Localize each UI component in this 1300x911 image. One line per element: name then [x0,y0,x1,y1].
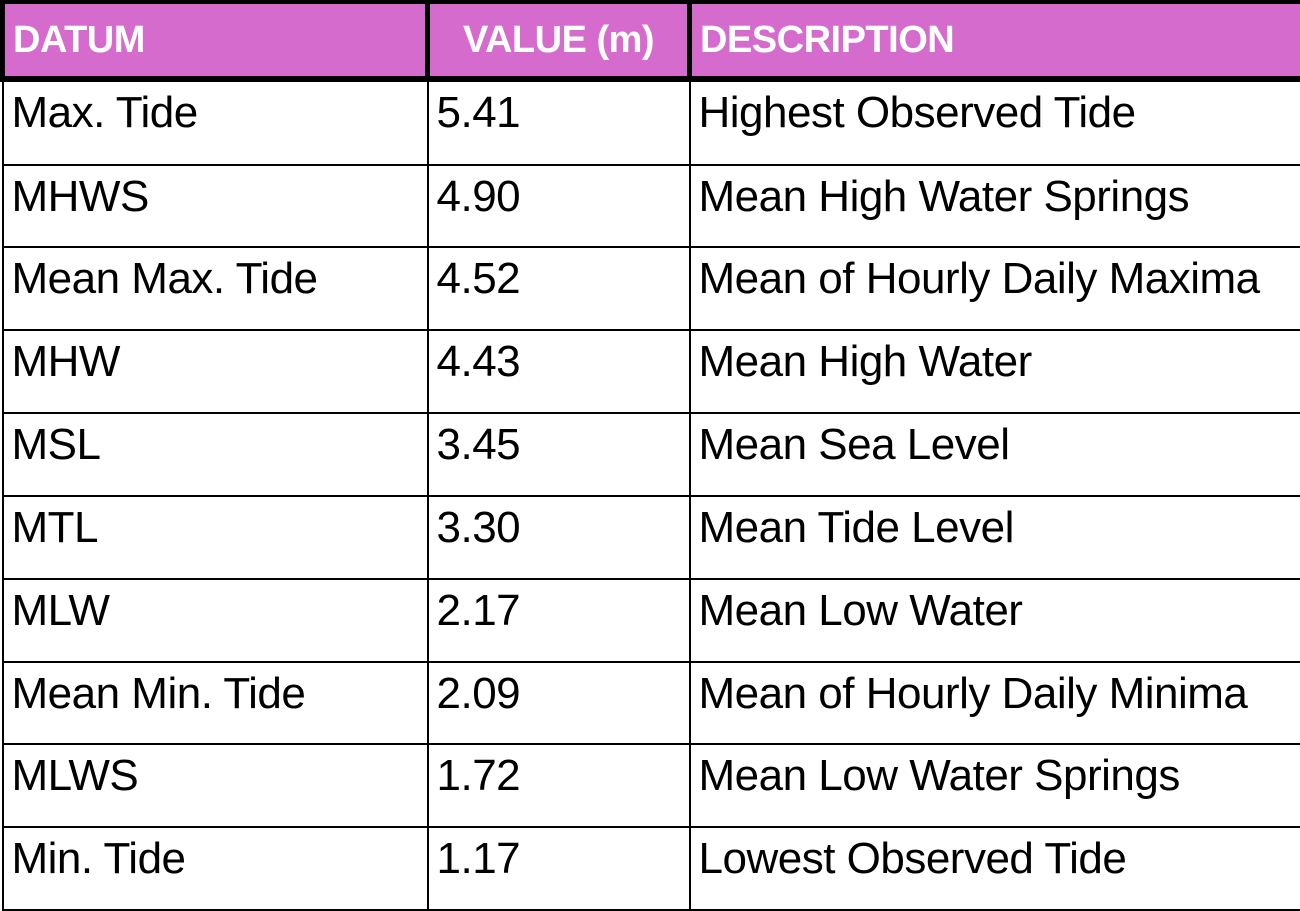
table-row: MLWS 1.72 Mean Low Water Springs [1,743,1300,829]
value-cell: 4.43 [426,329,691,415]
table-row: Max. Tide 5.41 Highest Observed Tide [1,78,1300,166]
value-cell: 1.17 [426,826,691,911]
datum-cell: MLW [1,577,429,663]
datum-cell: Min. Tide [1,826,429,911]
description-cell: Mean of Hourly Daily Minima [688,660,1300,746]
description-cell: Mean High Water Springs [688,163,1300,249]
datum-cell: MLWS [1,743,429,829]
datum-cell: Mean Max. Tide [1,246,429,332]
value-cell: 1.72 [426,743,691,829]
description-cell: Mean High Water [688,329,1300,415]
description-cell: Mean Sea Level [688,412,1300,497]
table-row: MTL 3.30 Mean Tide Level [1,494,1300,580]
table-header: DATUM VALUE (m) DESCRIPTION [0,0,1300,82]
table-row: Mean Max. Tide 4.52 Mean of Hourly Daily… [1,246,1300,332]
description-cell: Highest Observed Tide [688,78,1300,166]
datum-cell: MHWS [1,163,429,249]
datum-cell: MTL [1,494,429,580]
table-row: MSL 3.45 Mean Sea Level [1,412,1300,497]
datum-cell: Mean Min. Tide [1,660,429,746]
value-cell: 2.09 [426,660,691,746]
table-row: MLW 2.17 Mean Low Water [1,577,1300,663]
description-cell: Mean Low Water [688,577,1300,663]
description-cell: Mean Tide Level [688,494,1300,580]
value-cell: 4.52 [426,246,691,332]
description-cell: Mean of Hourly Daily Maxima [688,246,1300,332]
column-header-value: VALUE (m) [425,0,692,82]
column-header-datum: DATUM [0,0,430,82]
table-row: MHWS 4.90 Mean High Water Springs [1,163,1300,249]
table-body: Max. Tide 5.41 Highest Observed Tide MHW… [1,78,1300,911]
value-cell: 2.17 [426,577,691,663]
description-cell: Mean Low Water Springs [688,743,1300,829]
column-header-description: DESCRIPTION [687,0,1300,82]
table-row: Min. Tide 1.17 Lowest Observed Tide [1,826,1300,911]
value-cell: 3.45 [426,412,691,497]
header-row: DATUM VALUE (m) DESCRIPTION [0,0,1300,82]
table-row: MHW 4.43 Mean High Water [1,329,1300,415]
table-row: Mean Min. Tide 2.09 Mean of Hourly Daily… [1,660,1300,746]
value-cell: 4.90 [426,163,691,249]
datum-cell: MSL [1,412,429,497]
datum-cell: Max. Tide [1,78,429,166]
datum-cell: MHW [1,329,429,415]
description-cell: Lowest Observed Tide [688,826,1300,911]
value-cell: 5.41 [426,78,691,166]
value-cell: 3.30 [426,494,691,580]
